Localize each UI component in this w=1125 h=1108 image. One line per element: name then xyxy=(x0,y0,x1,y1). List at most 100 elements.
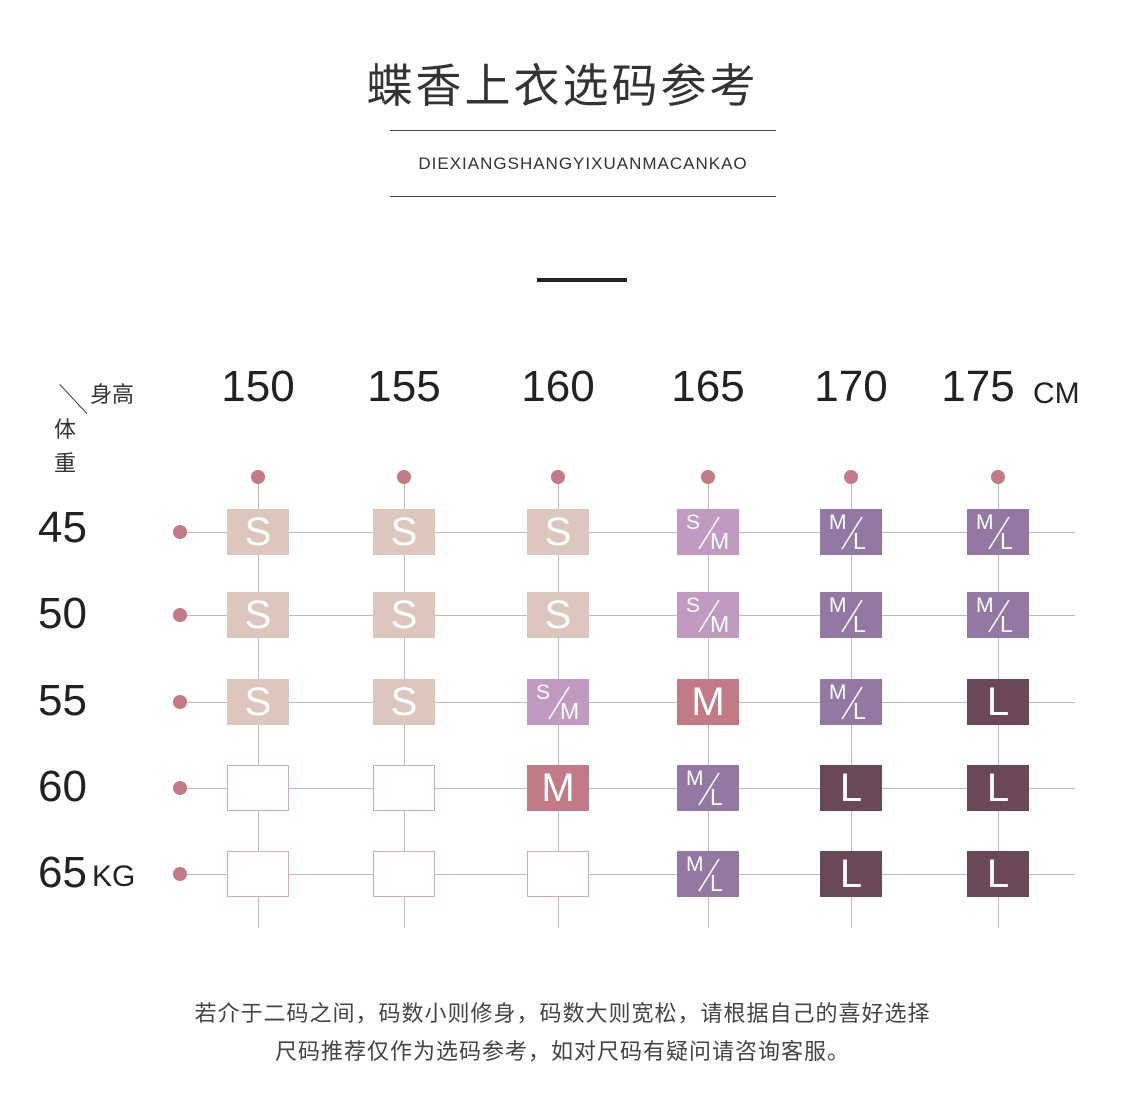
page-title: 蝶香上衣选码参考 xyxy=(366,59,759,113)
size-letter: L xyxy=(839,766,863,810)
size-letter-second: M xyxy=(560,698,580,724)
size-letter-second: L xyxy=(853,698,866,724)
size-cell: L xyxy=(820,765,882,811)
weight-axis-label-2: 重 xyxy=(54,452,77,477)
size-letter: S xyxy=(544,593,572,637)
size-cell: M xyxy=(677,679,739,725)
size-cell: S xyxy=(373,592,435,638)
size-cell: L xyxy=(820,851,882,897)
size-letter: S xyxy=(244,510,272,554)
size-letter-second: L xyxy=(710,870,723,896)
slash-divider xyxy=(698,772,720,806)
slash-divider xyxy=(698,599,720,633)
height-marker-dot xyxy=(991,470,1005,484)
size-letter: S xyxy=(390,593,418,637)
note-line-2: 尺码推荐仅作为选码参考，如对尺码有疑问请咨询客服。 xyxy=(274,1040,850,1065)
corner-diagonal-line xyxy=(59,384,88,414)
size-cell: S xyxy=(227,509,289,555)
weight-value-label: 50 xyxy=(38,589,87,638)
title-divider-bottom xyxy=(390,196,776,197)
slash-divider xyxy=(841,516,863,550)
size-letter-first: M xyxy=(829,511,847,534)
section-divider xyxy=(537,278,627,282)
size-letter: M xyxy=(691,680,725,724)
size-cell: S xyxy=(227,592,289,638)
size-letter-second: M xyxy=(710,528,730,554)
height-value-label: 155 xyxy=(367,362,441,411)
size-cell-empty xyxy=(227,851,289,897)
size-letter-first: S xyxy=(686,594,701,617)
slash-divider xyxy=(548,686,570,720)
size-letter: L xyxy=(986,680,1010,724)
size-letter-second: L xyxy=(710,784,723,810)
size-letter-first: M xyxy=(686,767,704,790)
size-cell: L xyxy=(967,851,1029,897)
size-cell: M xyxy=(527,765,589,811)
size-cell: L xyxy=(967,679,1029,725)
size-letter-first: S xyxy=(536,681,551,704)
size-cell-empty xyxy=(373,765,435,811)
size-letter-first: M xyxy=(829,681,847,704)
size-letter-second: L xyxy=(1000,528,1013,554)
size-cell-empty xyxy=(527,851,589,897)
grid-row-line xyxy=(180,615,1075,616)
grid-row-line xyxy=(180,788,1075,789)
size-letter: S xyxy=(244,593,272,637)
weight-unit-label: KG xyxy=(92,860,136,893)
weight-marker-dot xyxy=(173,781,187,795)
size-letter: L xyxy=(986,766,1010,810)
slash-divider xyxy=(841,599,863,633)
size-letter-first: M xyxy=(976,594,994,617)
size-letter: S xyxy=(390,680,418,724)
size-letter-second: L xyxy=(853,528,866,554)
grid-row-line xyxy=(180,702,1075,703)
size-letter: L xyxy=(986,852,1010,896)
size-letter: S xyxy=(544,510,572,554)
size-letter-first: M xyxy=(976,511,994,534)
height-value-label: 150 xyxy=(221,362,295,411)
size-cell: S xyxy=(373,509,435,555)
size-letter-second: M xyxy=(710,611,730,637)
weight-marker-dot xyxy=(173,867,187,881)
size-letter-first: M xyxy=(829,594,847,617)
weight-marker-dot xyxy=(173,695,187,709)
size-cell: L xyxy=(967,765,1029,811)
height-marker-dot xyxy=(551,470,565,484)
size-letter-second: L xyxy=(853,611,866,637)
height-value-label: 175 xyxy=(941,362,1015,411)
weight-value-label: 65 xyxy=(38,848,87,897)
slash-divider xyxy=(988,599,1010,633)
weight-marker-dot xyxy=(173,608,187,622)
size-letter: S xyxy=(390,510,418,554)
size-cell-empty xyxy=(227,765,289,811)
grid-row-line xyxy=(180,532,1075,533)
size-cell: S xyxy=(227,679,289,725)
height-axis-label: 身高 xyxy=(90,383,135,408)
weight-value-label: 60 xyxy=(38,762,87,811)
height-marker-dot xyxy=(701,470,715,484)
weight-value-label: 45 xyxy=(38,503,87,552)
slash-divider xyxy=(698,858,720,892)
height-unit-label: CM xyxy=(1033,377,1080,410)
size-letter-first: M xyxy=(686,853,704,876)
size-cell: S xyxy=(527,509,589,555)
height-value-label: 160 xyxy=(521,362,595,411)
note-line-1: 若介于二码之间，码数小则修身，码数大则宽松，请根据自己的喜好选择 xyxy=(194,1002,931,1027)
size-cell-empty xyxy=(373,851,435,897)
size-cell: S xyxy=(527,592,589,638)
slash-divider xyxy=(988,516,1010,550)
page-subtitle: DIEXIANGSHANGYIXUANMACANKAO xyxy=(418,154,748,173)
title-divider-top xyxy=(390,130,776,131)
size-letter: M xyxy=(541,766,575,810)
weight-axis-label-1: 体 xyxy=(54,418,77,443)
height-marker-dot xyxy=(397,470,411,484)
